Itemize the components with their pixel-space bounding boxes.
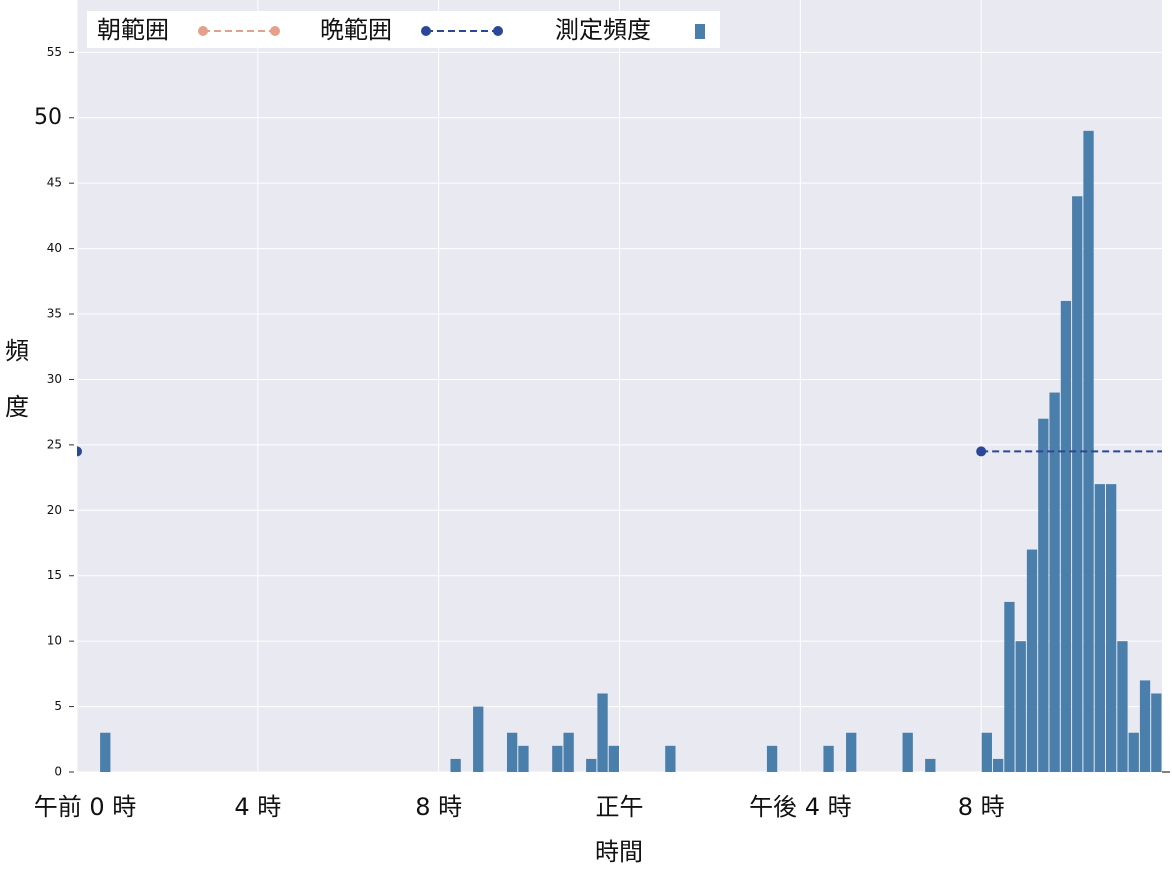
y-tick-label: 0 — [54, 765, 62, 779]
bar — [902, 732, 913, 772]
grid — [76, 0, 1162, 773]
bar — [1004, 601, 1015, 772]
bar — [1049, 392, 1060, 772]
bar — [506, 732, 518, 772]
y-axis-label-char: 度 — [5, 393, 29, 421]
bar — [981, 732, 992, 772]
bar — [1015, 641, 1026, 772]
bar — [597, 693, 608, 772]
bar — [1151, 693, 1162, 772]
x-tick-label: 午後 4 時 — [749, 793, 852, 821]
bar — [665, 745, 676, 772]
x-tick-label: 8 時 — [415, 793, 462, 821]
bar — [1026, 549, 1038, 772]
legend-marker — [198, 26, 208, 36]
legend-marker — [270, 26, 280, 36]
x-axis-label: 時間 — [595, 838, 643, 866]
y-tick-label: 40 — [47, 241, 62, 255]
bar — [1128, 732, 1139, 772]
bar — [1139, 680, 1151, 772]
legend-label: 晩範囲 — [320, 16, 392, 44]
bar — [992, 758, 1004, 772]
bar — [846, 732, 857, 772]
bar — [518, 745, 529, 772]
bar — [100, 732, 111, 772]
y-axis-label-char: 頻 — [5, 337, 29, 365]
x-tick-label: 4 時 — [234, 793, 281, 821]
y-tick-label: 15 — [47, 568, 62, 582]
y-tick-label: 25 — [47, 437, 62, 451]
axes: 0 5 10 15 20 25 30 35 40 45 50 55 午前 0 時 4 時 8 時 正午 午後 4… — [34, 45, 1170, 821]
legend: 朝範囲 晩範囲 測定頻度 — [87, 11, 720, 48]
bar — [1060, 300, 1072, 772]
bar — [552, 745, 563, 772]
bar — [450, 758, 461, 772]
bar — [608, 745, 619, 772]
bar — [563, 732, 574, 772]
range-point — [77, 446, 82, 457]
bars — [100, 130, 1162, 772]
legend-swatch — [695, 24, 705, 39]
y-tick-label: 50 — [34, 105, 62, 130]
lines — [77, 446, 1162, 457]
y-tick-label: 30 — [47, 372, 62, 386]
bar — [1083, 130, 1094, 772]
bar — [1094, 484, 1105, 772]
range-point — [976, 446, 987, 457]
bar — [823, 745, 834, 772]
bar — [1038, 418, 1049, 772]
bar — [1105, 484, 1117, 772]
bar — [586, 758, 597, 772]
legend-label: 測定頻度 — [555, 16, 651, 44]
y-tick-label: 45 — [47, 176, 62, 190]
y-tick-label: 55 — [47, 45, 62, 59]
legend-label: 朝範囲 — [97, 16, 169, 44]
y-tick-label: 35 — [47, 307, 62, 321]
bar — [1117, 641, 1128, 772]
legend-box — [87, 11, 720, 48]
y-axis-label: 頻度 — [5, 337, 29, 421]
bar — [925, 758, 936, 772]
legend-marker — [421, 26, 431, 36]
legend-marker — [493, 26, 503, 36]
y-tick-label: 20 — [47, 503, 62, 517]
bar — [473, 706, 484, 772]
y-tick-label: 5 — [54, 699, 62, 713]
y-tick-label: 10 — [47, 634, 62, 648]
x-tick-label: 8 時 — [958, 793, 1005, 821]
x-tick-label: 正午 — [596, 793, 644, 821]
bar — [766, 745, 778, 772]
bar — [1072, 196, 1083, 772]
x-tick-label: 午前 0 時 — [34, 793, 137, 821]
